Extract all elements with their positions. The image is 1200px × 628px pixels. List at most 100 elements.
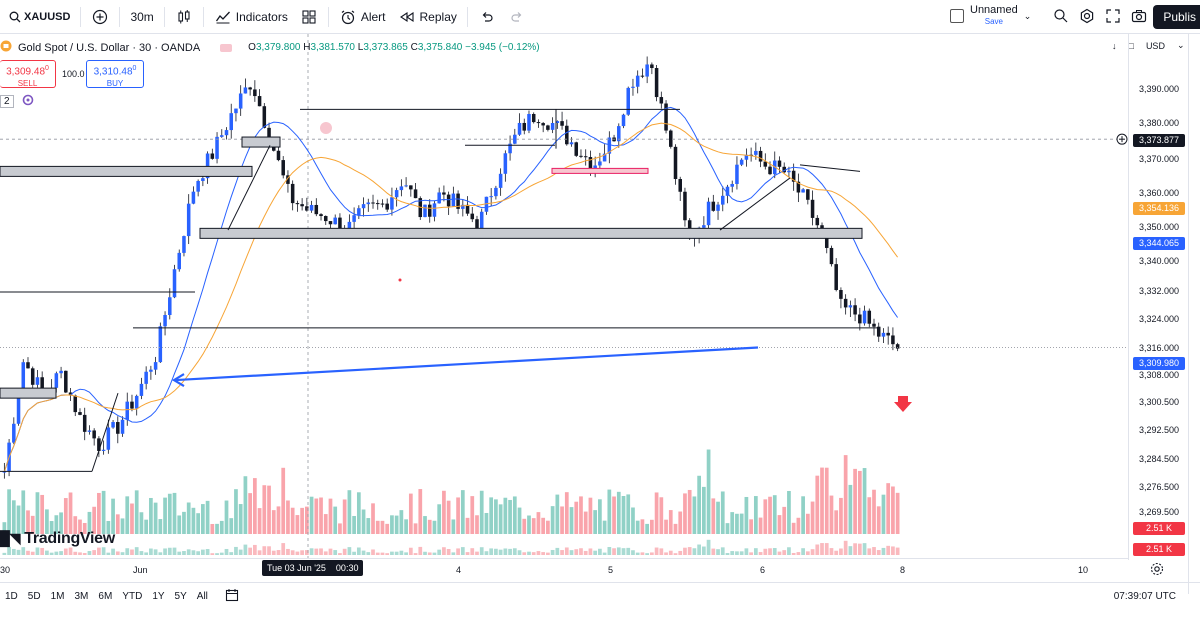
redo-button[interactable] (502, 0, 532, 34)
volume-bar-secondary (857, 543, 862, 555)
range-button-3m[interactable]: 3M (74, 591, 89, 602)
gear-icon[interactable] (1078, 7, 1096, 25)
volume-bar (45, 509, 49, 534)
symbol-search[interactable]: XAUUSD (0, 0, 76, 34)
volume-bar-secondary (45, 550, 49, 555)
price-label: 3,390.000 (1139, 84, 1180, 94)
quick-search-icon[interactable] (1052, 7, 1070, 25)
volume-bar-secondary (371, 549, 375, 555)
compare-button[interactable] (85, 0, 115, 34)
download-icon[interactable]: ↓ (1112, 40, 1117, 51)
layout-checkbox[interactable] (950, 9, 964, 23)
volume-bar (21, 490, 26, 534)
buy-button[interactable]: 3,310.480 BUY (86, 60, 144, 88)
candle-body (531, 113, 536, 123)
volume-bar-secondary (612, 548, 616, 555)
indicators-button[interactable]: Indicators (208, 0, 294, 34)
publish-button[interactable]: Publis (1153, 5, 1200, 29)
volume-bar-secondary (446, 549, 451, 555)
utc-clock[interactable]: 07:39:07 UTC (1113, 591, 1176, 602)
chevron-down-icon[interactable]: ⌄ (1176, 40, 1185, 50)
volume-bar-secondary (252, 544, 257, 555)
settings-icon[interactable] (1150, 562, 1164, 581)
candle-body (35, 377, 40, 385)
calendar-icon[interactable] (225, 588, 239, 605)
range-button-6m[interactable]: 6M (98, 591, 113, 602)
candle-body (390, 197, 394, 210)
candle-body (300, 204, 304, 207)
volume-bar (342, 499, 347, 534)
volume-bar (380, 520, 385, 534)
volume-bar (300, 507, 304, 534)
fullscreen-icon[interactable] (1104, 7, 1122, 25)
candle-body (281, 160, 285, 176)
candle-body (583, 156, 588, 158)
volume-bar (290, 507, 295, 534)
axis-header: ↓ □ USD ⌄ (1112, 40, 1185, 51)
volume-bar (167, 493, 172, 534)
undo-button[interactable] (472, 0, 502, 34)
camera-icon[interactable] (1130, 7, 1148, 25)
candle-body (465, 204, 470, 214)
sell-button[interactable]: 3,309.480 SELL (0, 60, 56, 88)
volume-bar-secondary (35, 547, 40, 555)
volume-bar-secondary (21, 547, 26, 555)
range-button-1m[interactable]: 1M (50, 591, 65, 602)
range-button-1d[interactable]: 1D (5, 591, 18, 602)
trend-line (91, 392, 119, 472)
candle-body (536, 122, 541, 124)
right-toolbar-icons (1052, 7, 1148, 25)
volume-bar-secondary (437, 549, 442, 555)
price-chart[interactable] (0, 34, 1128, 558)
volume-bar-secondary (484, 551, 489, 555)
range-button-5d[interactable]: 5D (27, 591, 41, 602)
candle-body (73, 395, 78, 413)
price-label: 3,269.500 (1139, 507, 1180, 517)
candle-body (243, 87, 248, 94)
interval-button[interactable]: 30m (124, 0, 159, 34)
volume-bar (205, 500, 210, 534)
candle-body (876, 326, 881, 337)
volume-bar (404, 519, 408, 534)
volume-bar-secondary (725, 553, 730, 555)
volume-bar (413, 523, 418, 534)
volume-bar (697, 475, 701, 534)
volume-bar (579, 496, 583, 534)
layout-icon[interactable]: □ (1128, 40, 1134, 51)
alarm-clock-icon (339, 8, 357, 26)
volume-bar (92, 506, 97, 534)
volume-bar (758, 517, 763, 534)
volume-bar (446, 500, 451, 534)
alert-button[interactable]: Alert (333, 0, 392, 34)
range-button-ytd[interactable]: YTD (122, 591, 143, 602)
indicator-toggle[interactable]: 2 (0, 94, 34, 109)
range-button-5y[interactable]: 5Y (174, 591, 187, 602)
volume-bar (234, 489, 238, 534)
candle-body (461, 204, 465, 209)
templates-button[interactable] (294, 0, 324, 34)
currency-label[interactable]: USD (1145, 40, 1165, 51)
volume-bar-secondary (73, 551, 78, 555)
range-button-all[interactable]: All (196, 591, 208, 602)
volume-bar-secondary (820, 543, 824, 555)
chevron-down-icon[interactable]: ⌄ (1023, 10, 1032, 21)
volume-bar (593, 510, 598, 534)
volume-bar-secondary (418, 546, 423, 555)
volume-bar (385, 523, 390, 534)
volume-bar-secondary (205, 549, 210, 555)
time-axis[interactable]: 30 Jun 4 5 6 8 10 (0, 558, 1128, 578)
replay-button[interactable]: Replay (392, 0, 463, 34)
volume-bar-secondary (579, 548, 583, 555)
price-label: 3,292.500 (1139, 425, 1180, 435)
layout-name-control[interactable]: Unnamed Save ⌄ (950, 5, 1031, 27)
price-axis[interactable]: 3,390.000 3,380.000 3,370.000 3,360.000 3,35… (1128, 34, 1188, 560)
candle-body (68, 392, 73, 396)
candle-body (513, 134, 517, 144)
candle-body (248, 87, 252, 90)
chart-type-button[interactable] (169, 0, 199, 34)
candle-body (711, 201, 716, 211)
volume-bar (659, 497, 664, 534)
range-button-1y[interactable]: 1Y (152, 591, 165, 602)
volume-bar (687, 489, 692, 534)
sync-icon[interactable] (22, 94, 34, 109)
